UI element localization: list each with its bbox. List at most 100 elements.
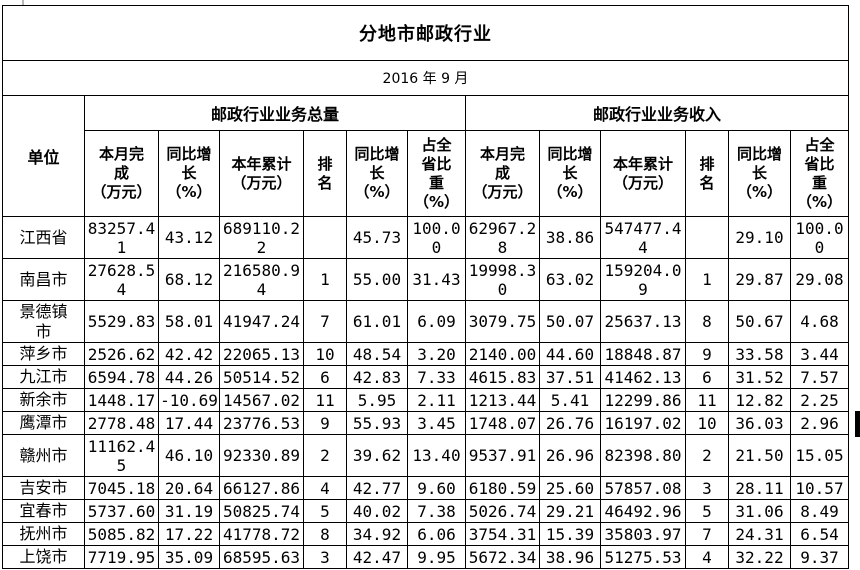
revenue-province-share-cell: 2.25	[790, 388, 849, 412]
volume-year-cumulative-cell: 14567.02	[219, 388, 304, 412]
revenue-rank-cell	[685, 216, 729, 259]
sub-header-volume-yoy-growth: 同比增 长 （%）	[158, 130, 220, 217]
revenue-rank-cell: 1	[685, 258, 729, 301]
revenue-year-cumulative-cell: 159204.09	[600, 258, 686, 301]
revenue-month-completed-cell: 6180.59	[465, 476, 540, 500]
spreadsheet-gridline-remnant	[22, 0, 24, 5]
volume-yoy-growth-cum-cell: 40.02	[346, 499, 408, 523]
volume-province-share-cell: 9.95	[407, 545, 466, 569]
volume-yoy-growth-cum-cell: 48.54	[346, 342, 408, 366]
volume-province-share-cell: 2.11	[407, 388, 466, 412]
revenue-year-cumulative-cell: 46492.96	[600, 499, 686, 523]
volume-yoy-growth-cum-cell: 55.93	[346, 411, 408, 435]
revenue-yoy-growth-cell: 37.51	[539, 365, 601, 389]
revenue-yoy-growth-cum-cell: 31.52	[728, 365, 791, 389]
volume-month-completed-cell: 7719.95	[84, 545, 159, 569]
volume-yoy-growth-cum-cell: 34.92	[346, 522, 408, 546]
volume-month-completed-cell: 5085.82	[84, 522, 159, 546]
row-name-cell: 新余市	[2, 388, 85, 412]
volume-month-completed-cell: 5737.60	[84, 499, 159, 523]
sub-header-row: 本月完 成 （万元） 同比增 长 （%） 本年累计 （万元）排 名同比增 长 （%）…	[3, 130, 849, 217]
revenue-year-cumulative-cell: 16197.02	[600, 411, 686, 435]
table-row: 抚州市 5085.82 17.22 41778.72 8 34.92 6.06 3754.31…	[2, 522, 849, 546]
revenue-yoy-growth-cum-cell: 21.50	[728, 434, 791, 477]
volume-year-cumulative-cell: 41947.24	[219, 300, 304, 343]
volume-province-share-cell: 6.09	[407, 300, 466, 343]
table-row: 鹰潭市 2778.48 17.44 23776.53 9 55.93 3.45 1748.07…	[2, 411, 849, 435]
revenue-province-share-cell: 3.44	[790, 342, 849, 366]
volume-rank-cell: 3	[303, 545, 347, 569]
revenue-yoy-growth-cell: 25.60	[539, 476, 601, 500]
revenue-month-completed-cell: 5672.34	[465, 545, 540, 569]
volume-rank-cell: 5	[303, 499, 347, 523]
volume-yoy-growth-cell: 17.44	[158, 411, 220, 435]
sub-header-revenue-yoy-growth: 同比增 长 （%）	[539, 130, 601, 217]
volume-yoy-growth-cum-cell: 45.73	[346, 216, 408, 259]
revenue-province-share-cell: 2.96	[790, 411, 849, 435]
volume-rank-cell	[303, 216, 347, 259]
volume-month-completed-cell: 83257.41	[84, 216, 159, 259]
row-name-cell: 九江市	[2, 365, 85, 389]
volume-province-share-cell: 3.45	[407, 411, 466, 435]
revenue-province-share-cell: 29.08	[790, 258, 849, 301]
revenue-month-completed-cell: 1748.07	[465, 411, 540, 435]
revenue-yoy-growth-cell: 44.60	[539, 342, 601, 366]
revenue-rank-cell: 7	[685, 522, 729, 546]
row-name-cell: 鹰潭市	[2, 411, 85, 435]
volume-rank-cell: 4	[303, 476, 347, 500]
revenue-yoy-growth-cum-cell: 12.82	[728, 388, 791, 412]
volume-province-share-cell: 31.43	[407, 258, 466, 301]
volume-year-cumulative-cell: 50514.52	[219, 365, 304, 389]
sub-header-volume-month-completed: 本月完 成 （万元）	[84, 130, 159, 217]
sub-header-volume-yoy-growth-cum: 同比增 长 （%）	[346, 130, 408, 217]
volume-rank-cell: 9	[303, 411, 347, 435]
revenue-province-share-cell: 4.68	[790, 300, 849, 343]
volume-yoy-growth-cell: 58.01	[158, 300, 220, 343]
volume-province-share-cell: 3.20	[407, 342, 466, 366]
revenue-year-cumulative-cell: 57857.08	[600, 476, 686, 500]
volume-province-share-cell: 7.33	[407, 365, 466, 389]
table-row: 南昌市 27628.54 68.12 216580.94 1 55.00 31.43 1999…	[2, 258, 849, 301]
table-row: 萍乡市 2526.62 42.42 22065.13 10 48.54 3.20 2140.0…	[2, 342, 849, 366]
row-name-cell: 吉安市	[2, 476, 85, 500]
revenue-yoy-growth-cell: 29.21	[539, 499, 601, 523]
revenue-rank-cell: 11	[685, 388, 729, 412]
volume-yoy-growth-cum-cell: 55.00	[346, 258, 408, 301]
scrollbar-thumb-fragment[interactable]	[855, 411, 860, 437]
revenue-province-share-cell: 15.05	[790, 434, 849, 477]
revenue-rank-cell: 8	[685, 300, 729, 343]
volume-year-cumulative-cell: 50825.74	[219, 499, 304, 523]
volume-year-cumulative-cell: 66127.86	[219, 476, 304, 500]
postal-industry-table: 分地市邮政行业 2016 年 9 月 单位 邮政行业业务总量 邮政行业业务收入 …	[2, 5, 849, 569]
revenue-yoy-growth-cum-cell: 31.06	[728, 499, 791, 523]
revenue-rank-cell: 6	[685, 365, 729, 389]
revenue-month-completed-cell: 1213.44	[465, 388, 540, 412]
row-name-cell: 宜春市	[2, 499, 85, 523]
table-period: 2016 年 9 月	[2, 60, 849, 96]
table-row: 吉安市 7045.18 20.64 66127.86 4 42.77 9.60 6180.59…	[2, 476, 849, 500]
revenue-yoy-growth-cell: 26.76	[539, 411, 601, 435]
table-row: 赣州市 11162.45 46.10 92330.89 2 39.62 13.40 9537.…	[2, 434, 849, 477]
group-header-volume: 邮政行业业务总量	[84, 95, 466, 131]
volume-month-completed-cell: 6594.78	[84, 365, 159, 389]
volume-yoy-growth-cell: -10.69	[158, 388, 220, 412]
volume-rank-cell: 11	[303, 388, 347, 412]
volume-rank-cell: 10	[303, 342, 347, 366]
revenue-year-cumulative-cell: 18848.87	[600, 342, 686, 366]
volume-month-completed-cell: 5529.83	[84, 300, 159, 343]
volume-year-cumulative-cell: 216580.94	[219, 258, 304, 301]
volume-rank-cell: 7	[303, 300, 347, 343]
revenue-province-share-cell: 8.49	[790, 499, 849, 523]
volume-year-cumulative-cell: 689110.22	[219, 216, 304, 259]
revenue-yoy-growth-cell: 5.41	[539, 388, 601, 412]
volume-yoy-growth-cell: 46.10	[158, 434, 220, 477]
revenue-month-completed-cell: 3079.75	[465, 300, 540, 343]
revenue-month-completed-cell: 19998.30	[465, 258, 540, 301]
table-row: 新余市 1448.17 -10.69 14567.02 11 5.95 2.11 1213.4…	[2, 388, 849, 412]
revenue-province-share-cell: 9.37	[790, 545, 849, 569]
volume-yoy-growth-cell: 42.42	[158, 342, 220, 366]
revenue-rank-cell: 4	[685, 545, 729, 569]
table-row: 江西省 83257.41 43.12 689110.22 45.73 100.00 6296…	[2, 216, 849, 259]
volume-month-completed-cell: 1448.17	[84, 388, 159, 412]
